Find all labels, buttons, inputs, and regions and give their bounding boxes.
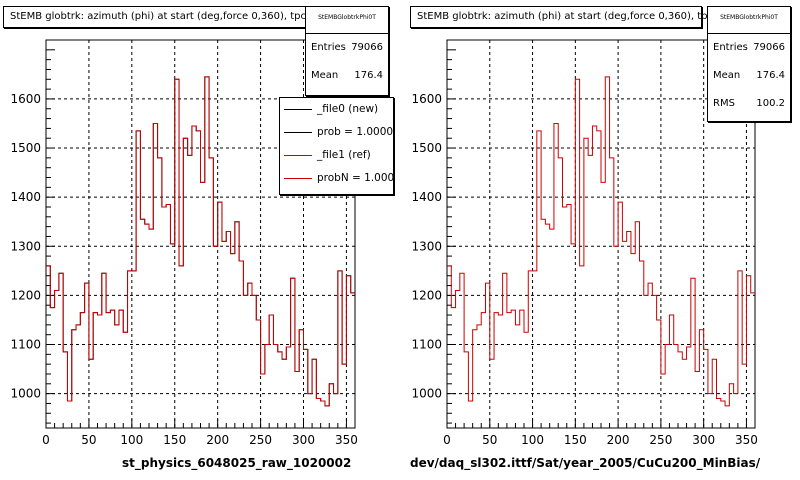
plot-title-left-text: StEMB globtrk: azimuth (phi) at start (d… <box>10 11 306 22</box>
x-tick-label: 300 <box>292 433 315 447</box>
x-tick-label: 200 <box>206 433 229 447</box>
stats-mean-row: Mean 176.4 <box>306 62 388 90</box>
y-tick-label: 1300 <box>411 239 442 253</box>
plot-title-right-text: StEMB globtrk: azimuth (phi) at start (d… <box>417 11 713 22</box>
x-tick-label: 0 <box>42 433 50 447</box>
y-tick-label: 1500 <box>411 141 442 155</box>
x-axis-label-left: st_physics_6048025_raw_1020002 <box>122 456 352 470</box>
legend-line-icon <box>284 109 312 110</box>
legend-label: _file0 (new) <box>317 103 379 115</box>
stats-mean-row: Mean 176.4 <box>708 62 790 90</box>
x-tick-label: 250 <box>649 433 672 447</box>
legend-entry: _file0 (new) <box>280 98 393 121</box>
stats-entries-value: 79066 <box>753 42 785 53</box>
plot-title-right: StEMB globtrk: azimuth (phi) at start (d… <box>410 6 713 28</box>
x-tick-label: 0 <box>443 433 451 447</box>
y-tick-label: 1000 <box>10 387 41 401</box>
plot-title-left: StEMB globtrk: azimuth (phi) at start (d… <box>3 6 313 28</box>
x-tick-label: 150 <box>564 433 587 447</box>
y-tick-label: 1400 <box>10 190 41 204</box>
legend-line-icon <box>284 155 312 156</box>
stats-rms-value: 100.2 <box>756 98 785 109</box>
legend-entry: _file1 (ref) <box>280 144 393 167</box>
stats-entries-row: Entries 79066 <box>306 34 388 62</box>
y-tick-label: 1300 <box>10 239 41 253</box>
stats-entries-label: Entries <box>311 42 346 53</box>
x-tick-label: 50 <box>81 433 96 447</box>
x-tick-label: 50 <box>482 433 497 447</box>
stats-rms-row: RMS 100.2 <box>708 90 790 118</box>
x-tick-label: 300 <box>692 433 715 447</box>
histogram-series-1 <box>46 76 355 407</box>
x-tick-label: 350 <box>735 433 758 447</box>
legend-entry: prob = 1.000000 <box>280 121 393 144</box>
stats-rms-label: RMS <box>713 98 735 109</box>
y-tick-label: 1200 <box>10 288 41 302</box>
stats-box-left: StEMBGlobtrkPhi0T Entries 79066 Mean 176… <box>305 6 389 96</box>
legend-line-icon <box>284 178 312 179</box>
stats-mean-label: Mean <box>311 70 339 81</box>
legend-label: _file1 (ref) <box>317 149 371 161</box>
y-tick-label: 1100 <box>10 338 41 352</box>
y-tick-label: 1600 <box>411 92 442 106</box>
x-axis-label-right: dev/daq_sl302.ittf/Sat/year_2005/CuCu200… <box>410 456 761 470</box>
y-tick-label: 1200 <box>411 288 442 302</box>
stats-title: StEMBGlobtrkPhi0T <box>306 7 388 34</box>
stats-entries-value: 79066 <box>351 42 383 53</box>
legend-label: probN = 1.000000 <box>317 172 394 184</box>
histogram-series-0 <box>447 76 755 407</box>
legend-box: _file0 (new) prob = 1.000000 _file1 (ref… <box>279 97 394 195</box>
y-tick-label: 1000 <box>411 387 442 401</box>
stats-mean-value: 176.4 <box>756 70 785 81</box>
legend-label: prob = 1.000000 <box>317 126 394 138</box>
x-tick-label: 100 <box>120 433 143 447</box>
stats-mean-label: Mean <box>713 70 741 81</box>
y-tick-label: 1400 <box>411 190 442 204</box>
legend-entry: probN = 1.000000 <box>280 167 393 190</box>
stats-entries-label: Entries <box>713 42 748 53</box>
y-tick-label: 1600 <box>10 92 41 106</box>
y-tick-label: 1100 <box>411 338 442 352</box>
stats-title: StEMBGlobtrkPhi0T <box>708 7 790 34</box>
stats-mean-value: 176.4 <box>354 70 383 81</box>
legend-line-icon <box>284 132 312 133</box>
x-tick-label: 150 <box>163 433 186 447</box>
x-tick-label: 100 <box>521 433 544 447</box>
x-tick-label: 250 <box>249 433 272 447</box>
y-tick-label: 1500 <box>10 141 41 155</box>
x-tick-label: 200 <box>607 433 630 447</box>
stats-entries-row: Entries 79066 <box>708 34 790 62</box>
stats-box-right: StEMBGlobtrkPhi0T Entries 79066 Mean 176… <box>707 6 791 122</box>
x-tick-label: 350 <box>335 433 358 447</box>
